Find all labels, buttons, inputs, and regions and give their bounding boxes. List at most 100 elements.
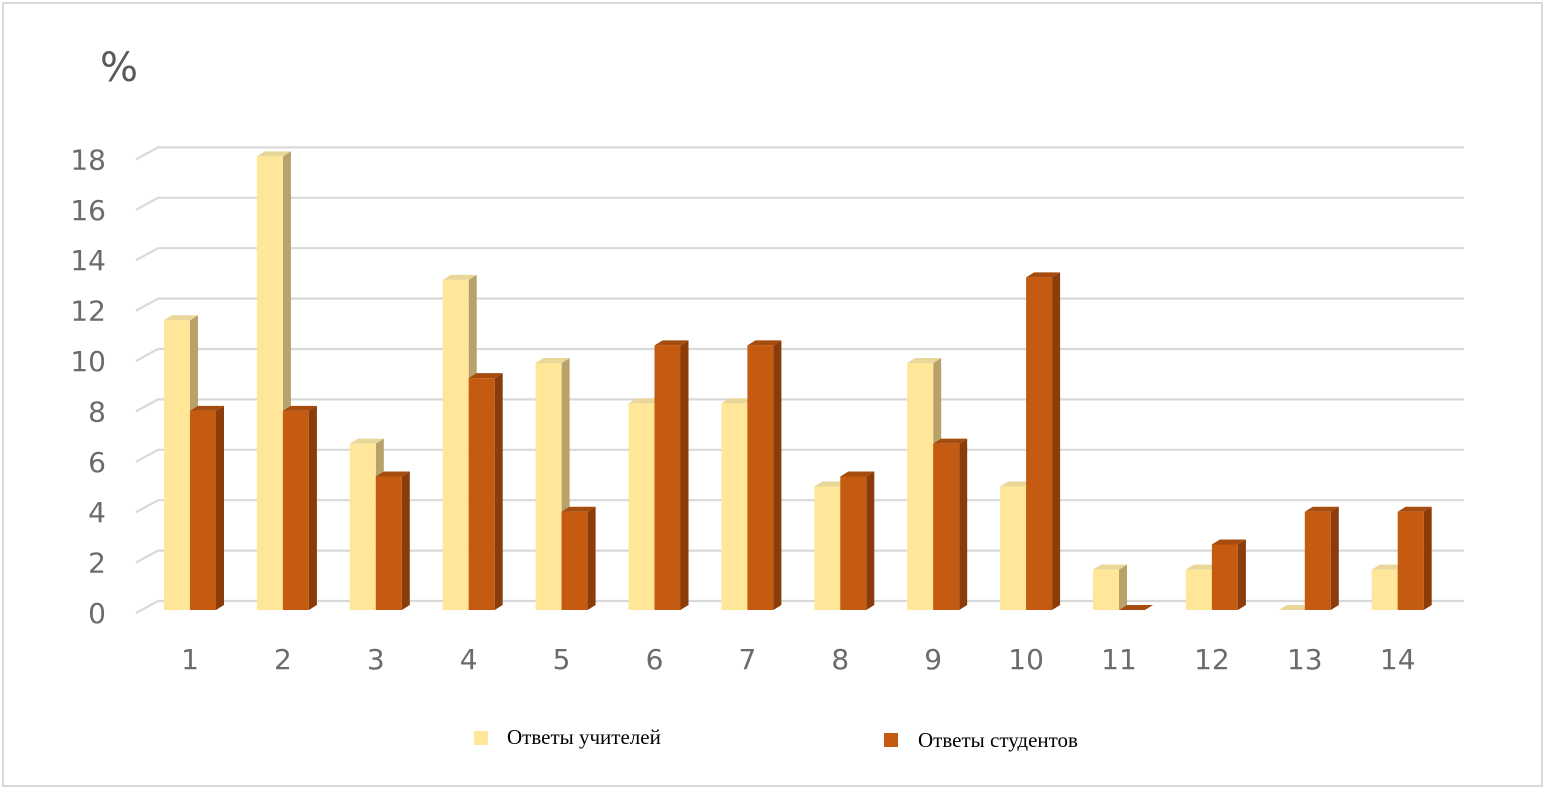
bar-front-face: [535, 363, 562, 610]
bar-top-face: [190, 405, 224, 411]
bar-front-face: [282, 410, 309, 610]
bar-front-face: [1211, 544, 1238, 610]
legend-swatch-students: [884, 733, 898, 747]
bar-top-face: [747, 340, 782, 346]
bar-top-face: [654, 340, 689, 346]
y-tick-label: 14: [70, 244, 106, 277]
bar-students-2: [282, 405, 317, 610]
bar-side-face: [866, 471, 875, 610]
bar-students-1: [190, 405, 224, 610]
bar-top-face: [1304, 506, 1339, 512]
bar-front-face: [933, 443, 960, 610]
bar-side-face: [680, 340, 689, 610]
y-unit-label: %: [100, 45, 138, 91]
bar-students-6: [654, 340, 689, 610]
gridlines: [135, 146, 1464, 614]
bar-front-face: [907, 363, 934, 610]
y-tick-label: 16: [70, 194, 106, 227]
bar-front-face: [747, 345, 774, 610]
legend: Ответы учителей Ответы студентов: [474, 725, 1078, 752]
bar-top-face: [933, 438, 968, 444]
bar-top-face: [1000, 481, 1035, 487]
bar-top-face: [628, 398, 663, 404]
bar-top-face: [282, 405, 317, 411]
bar-students-4: [468, 373, 503, 610]
x-tick-label: 5: [553, 643, 571, 676]
bar-students-14: [1397, 506, 1432, 610]
bar-front-face: [1397, 511, 1424, 610]
bar-front-face: [814, 486, 841, 610]
bar-front-face: [628, 403, 655, 610]
bar-top-face: [561, 506, 596, 512]
x-tick-label: 11: [1101, 643, 1137, 676]
x-axis-tick-labels: 1 2 3 4 5 6 7 8 9 10 11 12 13 14: [181, 643, 1415, 676]
bar-students-8: [840, 471, 875, 610]
bar-students-5: [561, 506, 596, 610]
bar-students-13: [1304, 506, 1339, 610]
bar-top-face: [442, 274, 477, 280]
bar-top-face: [840, 471, 875, 477]
bar-side-face: [1237, 539, 1246, 610]
bar-front-face: [1026, 277, 1053, 610]
bar-top-face: [907, 358, 942, 364]
gridline: [135, 196, 1464, 211]
bar-top-face: [164, 315, 198, 321]
y-tick-label: 18: [70, 143, 106, 176]
bar-side-face: [494, 373, 503, 610]
bar-top-face: [1119, 605, 1153, 610]
bar-students-3: [375, 471, 410, 610]
bar-front-face: [442, 279, 469, 610]
bar-side-face: [1423, 506, 1432, 610]
bar-side-face: [308, 405, 317, 610]
legend-label-teachers: Ответы учителей: [507, 725, 661, 749]
y-tick-label: 0: [88, 597, 106, 630]
x-tick-label: 14: [1380, 643, 1416, 676]
gridline: [135, 499, 1464, 514]
bar-top-face: [721, 398, 756, 404]
x-tick-label: 7: [738, 643, 756, 676]
gridline: [135, 347, 1464, 362]
x-tick-label: 9: [924, 643, 942, 676]
bar-side-face: [216, 405, 224, 610]
legend-label-students: Ответы студентов: [918, 728, 1078, 752]
x-tick-label: 13: [1287, 643, 1323, 676]
y-tick-label: 4: [88, 496, 106, 529]
bar-side-face: [1119, 564, 1127, 610]
bar-top-face: [256, 151, 291, 157]
bar-front-face: [561, 511, 588, 610]
bar-front-face: [1000, 486, 1027, 610]
gridline: [135, 146, 1464, 161]
bar-top-face: [1026, 272, 1061, 278]
bar-top-face: [375, 471, 410, 477]
bar-front-face: [190, 410, 216, 610]
y-tick-label: 6: [88, 446, 106, 479]
bar-side-face: [959, 438, 968, 610]
gridline: [135, 398, 1464, 413]
x-tick-label: 6: [646, 643, 664, 676]
bar-top-face: [535, 358, 570, 364]
x-tick-label: 1: [181, 643, 199, 676]
bar-front-face: [721, 403, 748, 610]
y-axis-tick-labels: 0 2 4 6 8 10 12 14 16 18: [70, 143, 106, 630]
bar-front-face: [468, 378, 495, 610]
x-tick-label: 2: [274, 643, 292, 676]
y-tick-label: 10: [70, 345, 106, 378]
bar-top-face: [468, 373, 503, 379]
bar-front-face: [164, 320, 190, 610]
y-tick-label: 8: [88, 395, 106, 428]
x-tick-label: 8: [831, 643, 849, 676]
x-tick-label: 4: [460, 643, 478, 676]
gridline: [135, 549, 1464, 564]
bar-front-face: [1185, 569, 1212, 610]
legend-swatch-teachers: [474, 731, 488, 745]
bar-side-face: [1052, 272, 1061, 610]
gridline: [135, 297, 1464, 312]
bar-side-face: [773, 340, 782, 610]
bars: [164, 151, 1432, 610]
x-tick-label: 12: [1194, 643, 1230, 676]
bar-side-face: [1330, 506, 1339, 610]
bar-top-face: [1397, 506, 1432, 512]
bar-front-face: [1371, 569, 1398, 610]
